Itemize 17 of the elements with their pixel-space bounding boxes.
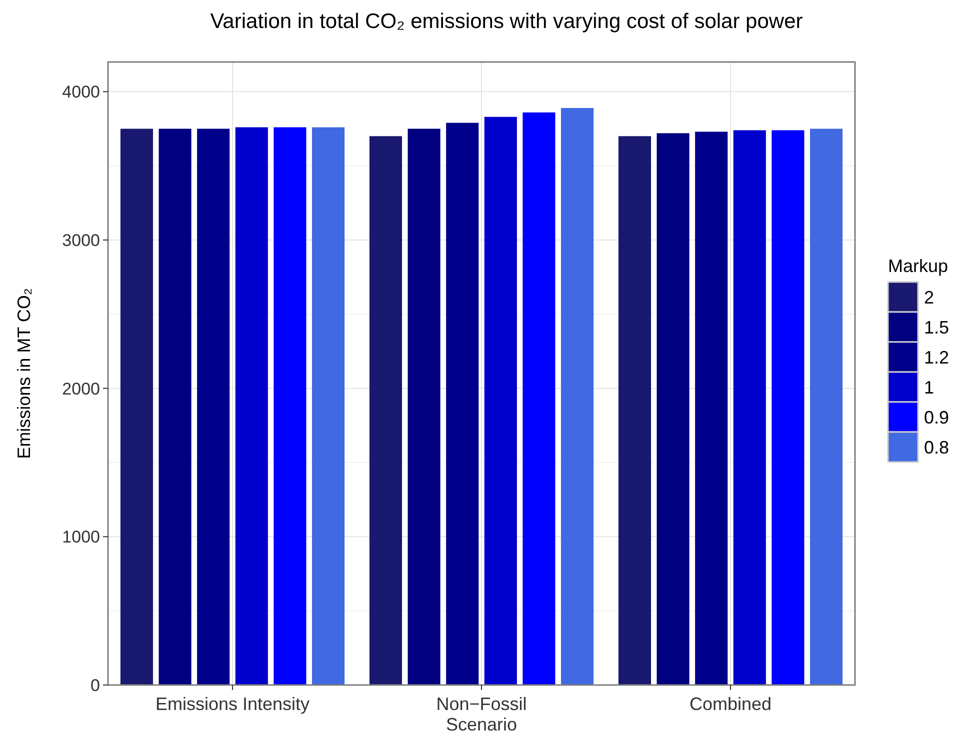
x-tick-label: Combined <box>689 694 772 714</box>
y-tick-label: 4000 <box>62 82 100 102</box>
legend-label: 1.5 <box>924 317 950 338</box>
legend-label: 0.8 <box>924 437 950 458</box>
legend-label: 2 <box>924 287 934 308</box>
y-axis-title: Emissions in MT CO₂ <box>14 288 34 459</box>
legend-label: 1.2 <box>924 347 950 368</box>
y-tick-label: 1000 <box>62 528 100 547</box>
legend-title: Markup <box>888 256 948 276</box>
y-tick-label: 2000 <box>62 379 100 398</box>
x-tick-label: Non−Fossil Scenario <box>436 694 527 735</box>
y-tick-label: 3000 <box>62 230 100 250</box>
legend-label: 1 <box>924 377 934 398</box>
y-tick-label: 0 <box>90 676 100 695</box>
chart-title: Variation in total CO₂ emissions with varying cost of solar power <box>210 10 803 33</box>
x-tick-label: Emissions Intensity <box>155 694 310 714</box>
legend-label: 0.9 <box>924 407 950 428</box>
